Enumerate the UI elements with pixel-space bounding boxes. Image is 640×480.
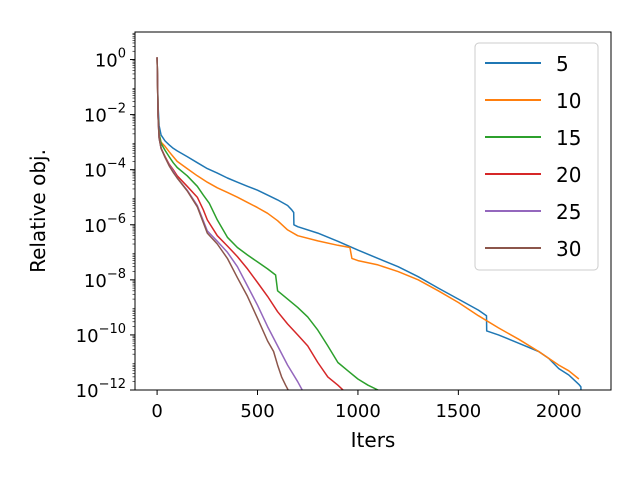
y-tick-label: 10−10 [76, 322, 126, 347]
y-tick-label: 10−6 [84, 212, 126, 237]
series-line-20 [156, 57, 345, 390]
x-tick-label: 500 [240, 401, 274, 422]
y-tick-label: 100 [95, 47, 126, 72]
x-axis: 0 500 1000 1500 2000 [151, 390, 582, 422]
legend-label-15: 15 [556, 126, 581, 150]
series-line-15 [156, 57, 380, 390]
legend-label-20: 20 [556, 163, 581, 187]
legend-frame [474, 42, 599, 271]
x-tick-label: 2000 [536, 401, 582, 422]
y-tick-label: 10−8 [84, 267, 126, 292]
series-line-30 [156, 57, 290, 390]
legend: 5 10 15 20 25 30 [474, 42, 599, 271]
plot-frame [134, 31, 612, 391]
x-axis-title: Iters [351, 428, 396, 452]
series-line-10 [156, 57, 580, 380]
y-tick-label: 10−12 [76, 377, 126, 402]
legend-label-25: 25 [556, 200, 581, 224]
series-layer [156, 57, 582, 390]
x-tick-label: 1000 [335, 401, 381, 422]
x-tick-label: 0 [151, 401, 162, 422]
legend-label-5: 5 [556, 52, 569, 76]
legend-label-10: 10 [556, 89, 581, 113]
y-tick-label: 10−2 [84, 102, 126, 127]
y-tick-label: 10−4 [84, 157, 126, 182]
y-axis-title: Relative obj. [26, 149, 50, 273]
y-axis: 100 10−2 10−4 10−6 10−8 10−10 10−12 [76, 32, 135, 402]
x-tick-label: 1500 [435, 401, 481, 422]
legend-label-30: 30 [556, 237, 581, 261]
